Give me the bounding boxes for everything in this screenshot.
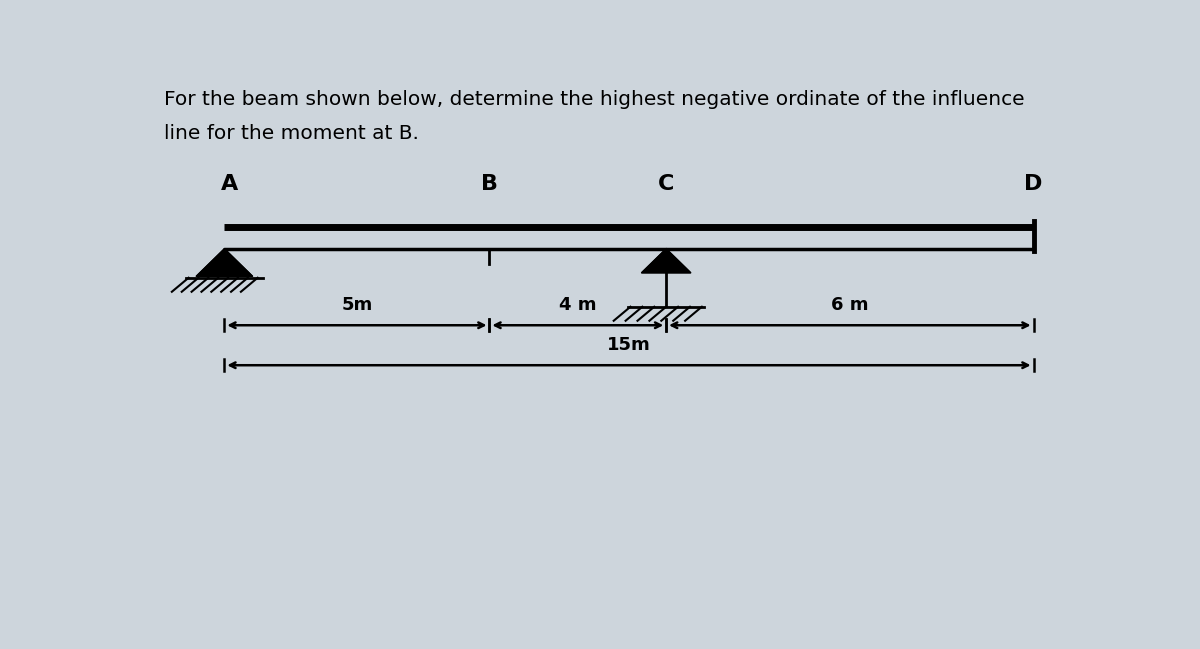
Text: 6 m: 6 m [832, 296, 869, 314]
Text: D: D [1025, 175, 1043, 194]
Text: 15m: 15m [607, 336, 650, 354]
Text: A: A [221, 175, 238, 194]
Text: line for the moment at B.: line for the moment at B. [164, 124, 419, 143]
Text: B: B [481, 175, 498, 194]
Text: 5m: 5m [341, 296, 372, 314]
Polygon shape [197, 249, 252, 276]
Text: For the beam shown below, determine the highest negative ordinate of the influen: For the beam shown below, determine the … [164, 90, 1025, 110]
Text: 4 m: 4 m [559, 296, 596, 314]
Polygon shape [642, 249, 691, 273]
Text: C: C [658, 175, 674, 194]
